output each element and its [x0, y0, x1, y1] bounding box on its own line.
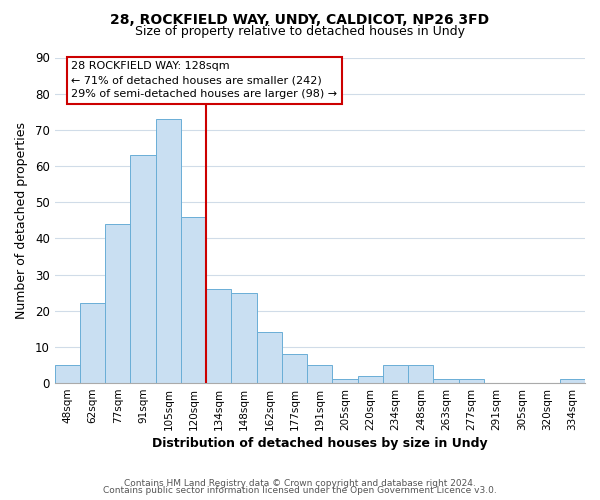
Bar	[358, 376, 383, 383]
Bar	[105, 224, 130, 383]
Bar	[433, 380, 459, 383]
Bar	[383, 365, 408, 383]
Bar	[332, 380, 358, 383]
Bar	[408, 365, 433, 383]
Bar	[232, 292, 257, 383]
Text: Size of property relative to detached houses in Undy: Size of property relative to detached ho…	[135, 25, 465, 38]
Text: 28 ROCKFIELD WAY: 128sqm
← 71% of detached houses are smaller (242)
29% of semi-: 28 ROCKFIELD WAY: 128sqm ← 71% of detach…	[71, 61, 337, 99]
Text: Contains HM Land Registry data © Crown copyright and database right 2024.: Contains HM Land Registry data © Crown c…	[124, 478, 476, 488]
Text: Contains public sector information licensed under the Open Government Licence v3: Contains public sector information licen…	[103, 486, 497, 495]
Bar	[55, 365, 80, 383]
Text: 28, ROCKFIELD WAY, UNDY, CALDICOT, NP26 3FD: 28, ROCKFIELD WAY, UNDY, CALDICOT, NP26 …	[110, 12, 490, 26]
Bar	[130, 155, 155, 383]
Bar	[560, 380, 585, 383]
Bar	[307, 365, 332, 383]
X-axis label: Distribution of detached houses by size in Undy: Distribution of detached houses by size …	[152, 437, 488, 450]
Bar	[282, 354, 307, 383]
Bar	[80, 304, 105, 383]
Y-axis label: Number of detached properties: Number of detached properties	[15, 122, 28, 319]
Bar	[155, 119, 181, 383]
Bar	[181, 216, 206, 383]
Bar	[459, 380, 484, 383]
Bar	[257, 332, 282, 383]
Bar	[206, 289, 232, 383]
